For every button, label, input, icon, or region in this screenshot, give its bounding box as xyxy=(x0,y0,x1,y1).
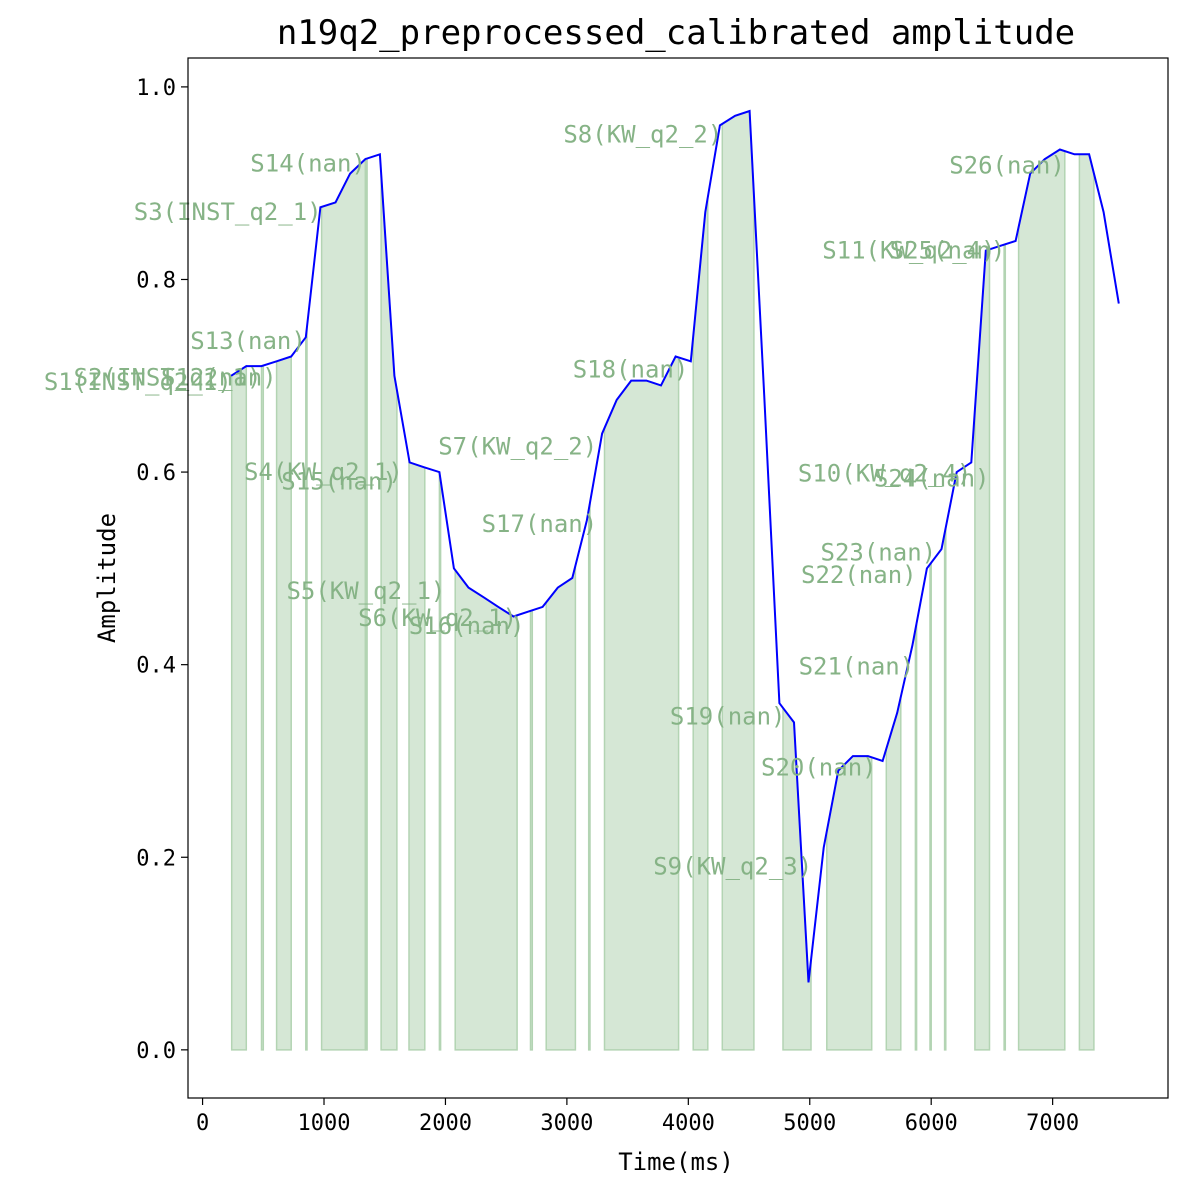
segment-label-19: S21(nan) xyxy=(799,652,915,680)
segment-label-3: S12(nan) xyxy=(161,363,277,391)
segment-label-20: S22(nan) xyxy=(801,561,917,589)
segment-label-21: S23(nan) xyxy=(821,539,937,567)
segment-label-12: S7(KW_q2_2) xyxy=(438,433,597,461)
segment-label-15: S8(KW_q2_2) xyxy=(563,121,722,149)
x-tick-label: 7000 xyxy=(1026,1111,1079,1136)
segment-label-23: S24(nan) xyxy=(874,465,990,493)
x-tick-label: 1000 xyxy=(298,1111,351,1136)
segment-band-22 xyxy=(914,622,918,1051)
segment-band-13 xyxy=(305,326,308,1051)
segment-label-10: S6(KW_q2_1) xyxy=(358,604,517,632)
segment-annotations: S1(INST_q2_1)S2(INST_q2_1)S12(nan) S3(INS… xyxy=(44,121,1065,881)
segment-label-14: S18(nan) xyxy=(573,356,689,384)
segment-label-17: S9(KW_q2_3) xyxy=(653,853,812,881)
segment-band-7 xyxy=(545,565,577,1051)
segment-label-5: S14(nan) xyxy=(250,150,366,178)
segment-label-25: S25(nan) xyxy=(890,236,1006,264)
segment-label-16: S19(nan) xyxy=(670,702,786,730)
x-tick-label: 3000 xyxy=(540,1111,593,1136)
segment-label-24: S11(KW_q2_4) xyxy=(822,236,995,264)
segment-label-26: S26(nan) xyxy=(949,152,1065,180)
segment-band-24 xyxy=(943,527,947,1051)
segment-band-15 xyxy=(438,471,442,1051)
segment-band-25 xyxy=(1003,243,1007,1051)
segment-band-26 xyxy=(1078,153,1095,1051)
x-axis-label: Time(ms) xyxy=(618,1148,734,1176)
segment-label-4: S3(INST_q2_1) xyxy=(134,198,322,226)
x-tick-label: 4000 xyxy=(662,1111,715,1136)
segment-band-17 xyxy=(587,502,591,1051)
amplitude-line xyxy=(230,109,1120,983)
x-tick-label: 6000 xyxy=(905,1111,958,1136)
y-axis-label: Amplitude xyxy=(93,513,121,643)
segment-band-5 xyxy=(408,458,426,1051)
y-tick-label: 0.8 xyxy=(136,268,176,293)
x-axis-ticks: 0 1000 2000 3000 4000 5000 6000 7000 xyxy=(196,1098,1079,1136)
series-layer xyxy=(230,109,1120,983)
segment-label-22: S10(KW_q2_4) xyxy=(798,460,971,488)
chart-title: n19q2_preprocessed_calibrated amplitude xyxy=(277,13,1075,53)
x-tick-label: 0 xyxy=(196,1111,209,1136)
segment-band-21 xyxy=(885,696,902,1051)
segment-label-1: S1(INST_q2_1) xyxy=(44,368,232,396)
plot-frame xyxy=(187,57,1169,1099)
segment-band-18 xyxy=(603,355,680,1051)
x-tick-label: 2000 xyxy=(419,1111,472,1136)
segment-band-16 xyxy=(529,609,534,1051)
y-axis-ticks: 0.0 0.2 0.4 0.6 0.8 1.0 xyxy=(136,76,188,1064)
segment-label-6: S13(nan) xyxy=(190,327,306,355)
y-tick-label: 0.2 xyxy=(136,846,176,871)
y-tick-label: 1.0 xyxy=(136,76,176,101)
y-tick-label: 0.6 xyxy=(136,461,176,486)
segment-band-6 xyxy=(454,567,518,1051)
segment-label-9: S5(KW_q2_1) xyxy=(286,577,445,605)
segment-label-18: S20(nan) xyxy=(761,753,877,781)
segment-band-11 xyxy=(1017,148,1066,1051)
segment-label-8: S15(nan) xyxy=(281,467,397,495)
segment-band-19 xyxy=(692,197,709,1051)
y-tick-label: 0.4 xyxy=(136,654,176,679)
segment-band-23 xyxy=(929,560,932,1051)
y-tick-label: 0.0 xyxy=(136,1039,176,1064)
segment-band-8 xyxy=(721,109,755,1051)
segment-label-11: S16(nan) xyxy=(409,612,525,640)
x-tick-label: 5000 xyxy=(783,1111,836,1136)
segment-label-13: S17(nan) xyxy=(482,510,598,538)
segment-label-2: S2(INST_q2_1) xyxy=(74,363,262,391)
segment-label-7: S4(KW_q2_1) xyxy=(244,458,403,486)
